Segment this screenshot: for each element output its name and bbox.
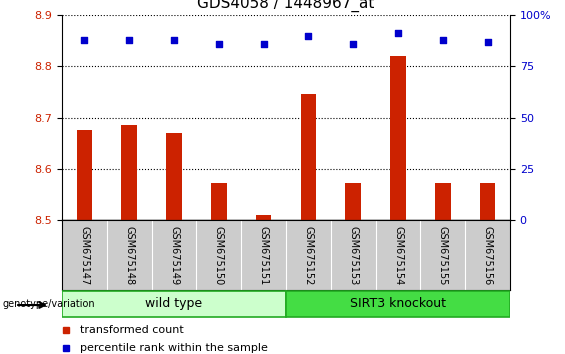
Bar <box>77 130 92 220</box>
Text: GSM675154: GSM675154 <box>393 225 403 285</box>
Text: GSM675156: GSM675156 <box>483 225 493 285</box>
Point <box>349 41 358 46</box>
Bar <box>121 125 137 220</box>
Text: GSM675155: GSM675155 <box>438 225 448 285</box>
Text: GSM675147: GSM675147 <box>80 225 89 285</box>
Bar <box>301 95 316 220</box>
Text: percentile rank within the sample: percentile rank within the sample <box>80 343 268 353</box>
Point <box>259 41 268 46</box>
Text: GSM675148: GSM675148 <box>124 225 134 285</box>
Bar <box>62 291 286 316</box>
Bar <box>166 133 182 220</box>
Bar <box>211 183 227 220</box>
Point <box>80 37 89 42</box>
Point <box>214 41 223 46</box>
Bar <box>390 56 406 220</box>
Text: wild type: wild type <box>145 297 203 310</box>
Text: GSM675153: GSM675153 <box>348 225 358 285</box>
Text: transformed count: transformed count <box>80 325 184 335</box>
Text: GSM675150: GSM675150 <box>214 225 224 285</box>
Point <box>125 37 134 42</box>
Bar <box>256 215 271 220</box>
Title: GDS4058 / 1448967_at: GDS4058 / 1448967_at <box>197 0 375 12</box>
Point <box>483 39 492 45</box>
Text: GSM675149: GSM675149 <box>169 225 179 285</box>
Bar <box>480 183 496 220</box>
Bar <box>435 183 451 220</box>
Point <box>438 37 447 42</box>
Bar <box>345 183 361 220</box>
Bar <box>286 291 510 316</box>
Text: genotype/variation: genotype/variation <box>3 299 95 309</box>
Point <box>170 37 179 42</box>
Point <box>304 33 313 38</box>
Text: SIRT3 knockout: SIRT3 knockout <box>350 297 446 310</box>
Text: GSM675152: GSM675152 <box>303 225 314 285</box>
Point <box>393 30 402 36</box>
Text: GSM675151: GSM675151 <box>259 225 268 285</box>
